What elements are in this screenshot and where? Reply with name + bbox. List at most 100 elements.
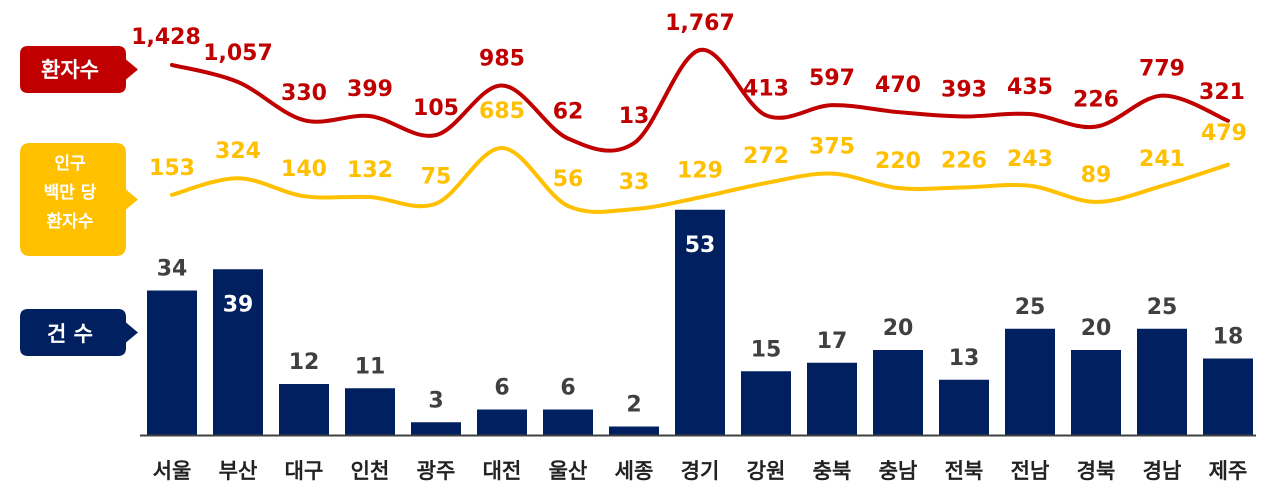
patients-label-부산: 1,057: [203, 41, 273, 66]
patients-label-경남: 779: [1139, 57, 1185, 82]
category-대구: 대구: [285, 459, 324, 483]
per-million-value-labels: 153 324 140 132 75 685 56 33 129 272 375 220 226 243 8…: [149, 99, 1247, 195]
bar-series: [147, 209, 1253, 435]
bar-충남: [873, 350, 923, 435]
bar-label-강원: 15: [751, 337, 782, 362]
per-million-label-강원: 272: [743, 144, 789, 169]
per-million-label-제주: 479: [1201, 121, 1247, 146]
bar-울산: [543, 409, 593, 435]
per-million-label-대전: 685: [479, 99, 525, 124]
legend-per-million-line-2: 백만 당: [44, 183, 97, 203]
per-million-label-전남: 243: [1007, 147, 1053, 172]
legend-per-million: 인구 백만 당 환자수: [20, 143, 138, 256]
category-경북: 경북: [1077, 459, 1116, 483]
patients-label-세종: 13: [619, 104, 650, 129]
patients-label-대전: 985: [479, 46, 525, 71]
bar-label-충남: 20: [883, 316, 914, 341]
patients-label-충북: 597: [809, 66, 855, 91]
patients-label-대구: 330: [281, 81, 327, 106]
bar-경남: [1137, 328, 1187, 435]
bar-label-대구: 12: [289, 350, 320, 375]
bar-경기: [675, 209, 725, 435]
patients-label-전남: 435: [1007, 75, 1053, 100]
bar-대구: [279, 384, 329, 435]
per-million-label-경남: 241: [1139, 147, 1185, 172]
legend-per-million-line-3: 환자수: [47, 212, 94, 232]
patients-line: [170, 47, 1230, 153]
bar-전남: [1005, 328, 1055, 435]
category-경남: 경남: [1143, 459, 1182, 483]
patients-label-전북: 393: [941, 77, 987, 102]
patients-label-인천: 399: [347, 77, 393, 102]
bar-전북: [939, 379, 989, 435]
per-million-label-인천: 132: [347, 158, 393, 183]
bar-충북: [807, 362, 857, 435]
bar-label-울산: 6: [560, 376, 575, 401]
legend-cases: 건 수: [20, 309, 138, 356]
legend-patients-shape: [20, 46, 138, 93]
category-울산: 울산: [549, 459, 588, 483]
per-million-label-충북: 375: [809, 135, 855, 160]
category-세종: 세종: [615, 459, 654, 483]
bar-경북: [1071, 350, 1121, 435]
legend-per-million-shape: [20, 143, 138, 256]
per-million-label-광주: 75: [421, 165, 452, 190]
category-강원: 강원: [747, 459, 786, 483]
per-million-label-충남: 220: [875, 149, 921, 174]
patients-label-서울: 1,428: [131, 25, 201, 50]
patients-label-울산: 62: [553, 99, 584, 124]
bar-label-대전: 6: [494, 376, 509, 401]
patients-label-제주: 321: [1199, 80, 1245, 105]
legend-badges: 환자수 인구 백만 당 환자수 건 수: [20, 46, 138, 356]
per-million-line: [170, 145, 1230, 214]
bar-label-서울: 34: [157, 257, 188, 282]
per-million-label-서울: 153: [149, 156, 195, 181]
legend-patients: 환자수: [20, 46, 138, 93]
category-충남: 충남: [879, 459, 918, 483]
category-전북: 전북: [945, 459, 984, 483]
bar-label-인천: 11: [355, 354, 386, 379]
patients-label-충남: 470: [875, 73, 921, 98]
bar-label-경남: 25: [1147, 295, 1178, 320]
patients-label-경기: 1,767: [665, 11, 735, 36]
per-million-label-전북: 226: [941, 148, 987, 173]
per-million-label-경기: 129: [677, 158, 723, 183]
per-million-label-울산: 56: [553, 167, 584, 192]
legend-cases-label: 건 수: [47, 322, 93, 346]
bar-label-전북: 13: [949, 346, 980, 371]
bar-제주: [1203, 358, 1253, 435]
bar-label-세종: 2: [626, 393, 641, 418]
bar-세종: [609, 426, 659, 435]
legend-patients-label: 환자수: [41, 58, 99, 82]
category-labels: 서울 부산 대구 인천 광주 대전 울산 세종 경기 강원 충북 충남 전북 전남 경북 경남 제주: [153, 459, 1248, 483]
category-경기: 경기: [681, 459, 720, 483]
patients-label-강원: 413: [743, 76, 789, 101]
bar-label-경북: 20: [1081, 316, 1112, 341]
category-전남: 전남: [1011, 459, 1050, 483]
bar-label-전남: 25: [1015, 295, 1046, 320]
category-제주: 제주: [1209, 459, 1248, 483]
category-서울: 서울: [153, 459, 192, 483]
bar-광주: [411, 422, 461, 435]
patients-label-광주: 105: [413, 96, 459, 121]
bar-부산: [213, 269, 263, 435]
bar-label-부산: 39: [223, 292, 254, 317]
bar-서울: [147, 290, 197, 435]
per-million-label-대구: 140: [281, 157, 327, 182]
bar-label-충북: 17: [817, 329, 848, 354]
category-충북: 충북: [813, 459, 852, 483]
category-대전: 대전: [483, 459, 522, 483]
bar-label-제주: 18: [1213, 325, 1244, 350]
bar-강원: [741, 371, 791, 435]
patients-label-경북: 226: [1073, 88, 1119, 113]
legend-per-million-line-1: 인구: [54, 154, 86, 174]
per-million-label-세종: 33: [619, 170, 650, 195]
category-부산: 부산: [219, 459, 258, 483]
bar-value-labels: 34 39 12 11 3 6 6 2 53 15 17 20 13 25 20 25 18: [157, 233, 1244, 418]
legend-cases-shape: [20, 309, 138, 356]
bar-label-경기: 53: [685, 233, 716, 258]
bar-label-광주: 3: [428, 388, 443, 413]
bar-대전: [477, 409, 527, 435]
